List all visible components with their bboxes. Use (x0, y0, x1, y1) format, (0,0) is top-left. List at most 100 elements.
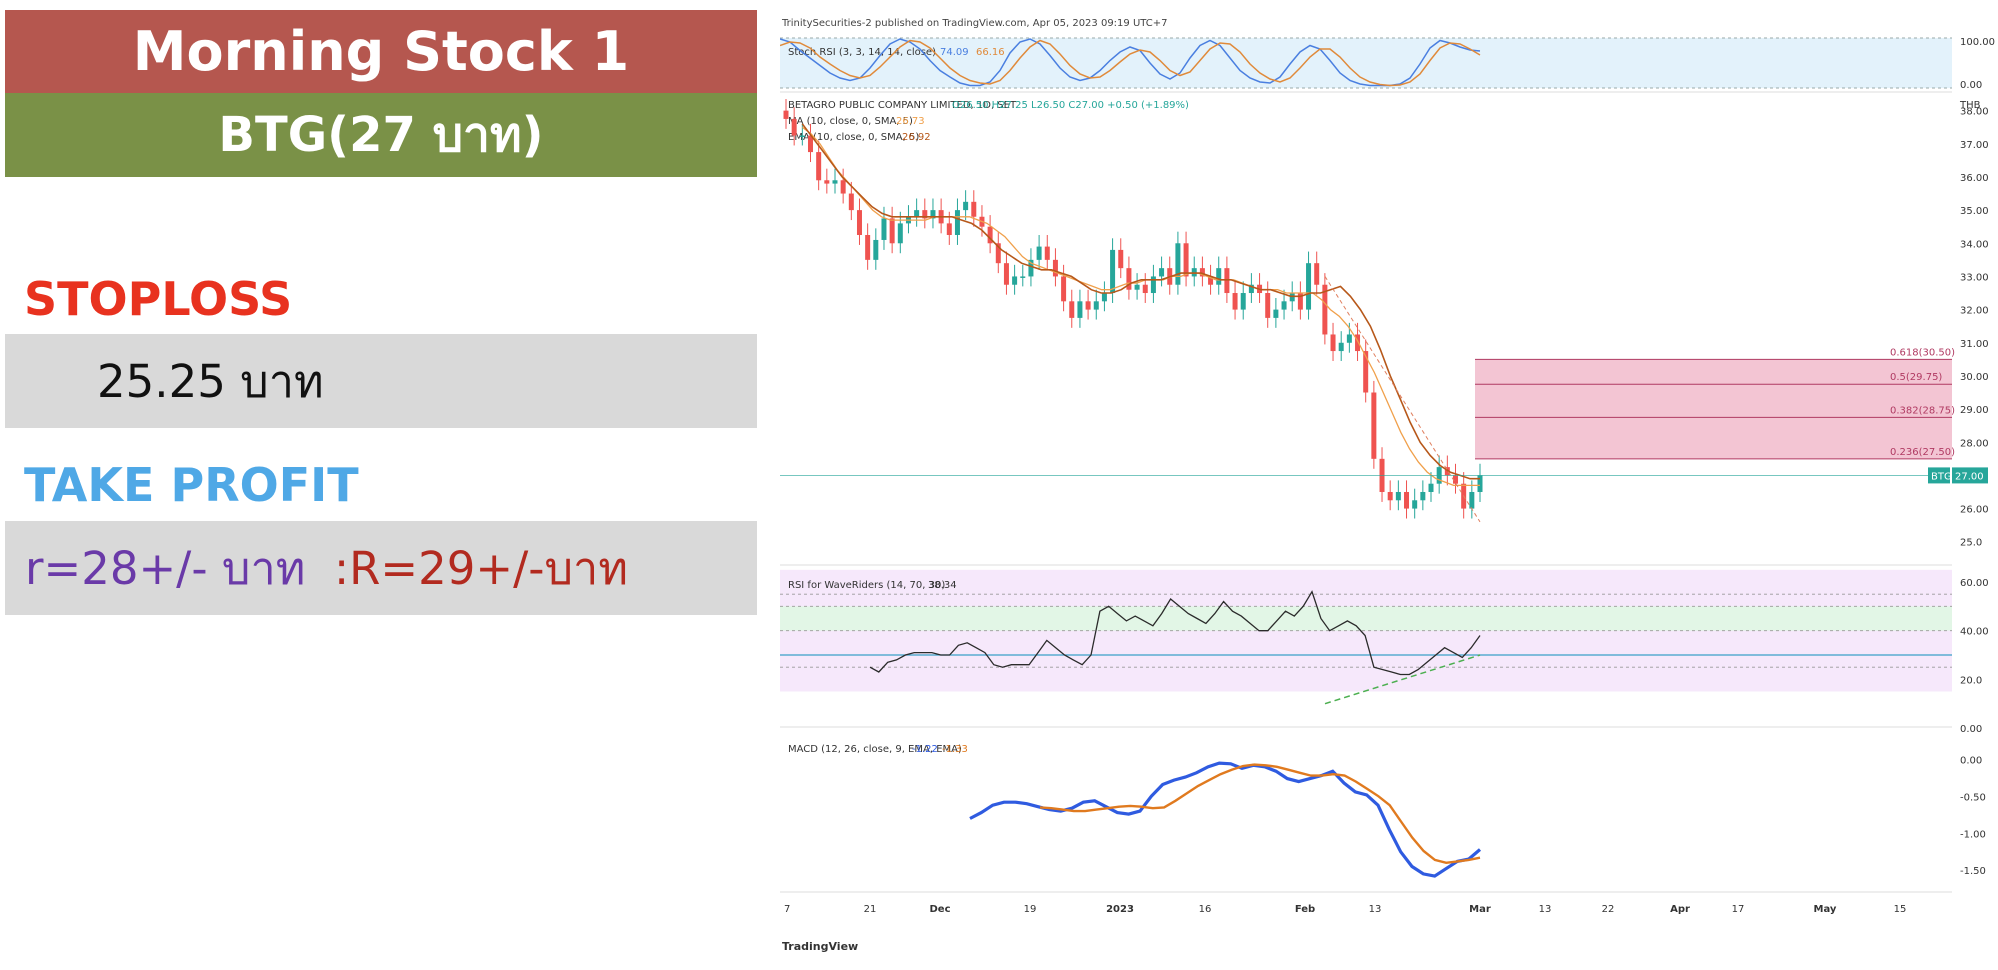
candle-body-4 (816, 152, 822, 181)
candle-body-71 (1363, 351, 1369, 393)
candle-body-31 (1036, 246, 1042, 260)
candle-body-8 (848, 193, 854, 211)
candle-body-57 (1248, 284, 1254, 294)
stoch-k-value: 74.09 (940, 47, 969, 58)
candle-body-67 (1330, 334, 1336, 352)
candle-body-32 (1044, 246, 1050, 260)
symbol-banner: BTG(27 บาท) (5, 93, 757, 177)
x-tick-12: 17 (1732, 904, 1745, 915)
macd-line (969, 761, 1482, 878)
price-tick-5: 33.00 (1960, 272, 1989, 283)
x-tick-13: May (1814, 904, 1837, 915)
candle-body-49 (1183, 243, 1189, 277)
candle-body-6 (832, 180, 838, 184)
rsi-guide-lines (780, 593, 1952, 668)
candle-body-51 (1199, 268, 1205, 277)
take-profit-major: :R=29+/-บาท (333, 542, 628, 595)
candle-body-25 (987, 226, 993, 244)
fib-label-1: 0.5(29.75) (1890, 372, 1942, 383)
signal-line (1039, 763, 1481, 865)
candle-body-60 (1273, 309, 1279, 318)
candle-body-43 (1134, 284, 1140, 290)
price-tick-13: 25.0 (1960, 538, 1982, 549)
macd-axis: 0.00 -0.50 -1.00 -1.50 (1960, 755, 1986, 877)
candle-body-26 (995, 243, 1001, 264)
last-price-box (1952, 467, 1988, 484)
ema-line (801, 123, 1480, 480)
last-price-text: 27.00 (1955, 471, 1984, 482)
x-tick-0: 7 (784, 904, 790, 915)
ma-label: MA (10, close, 0, SMA, 5) (788, 116, 913, 127)
price-panel: BETAGRO PUBLIC COMPANY LIMITED, 1D, SET … (780, 99, 1989, 566)
candle-body-42 (1126, 268, 1132, 290)
stoch-k-line (780, 38, 1481, 87)
macd-panel: MACD (12, 26, close, 9, EMA, EMA) -1.22 … (788, 744, 1986, 878)
candle-body-33 (1052, 259, 1058, 277)
price-tick-6: 32.00 (1960, 306, 1989, 317)
x-tick-10: 22 (1602, 904, 1615, 915)
x-tick-5: 16 (1199, 904, 1212, 915)
take-profit-box: r=28+/- บาท :R=29+/-บาท (5, 521, 757, 615)
candle-body-39 (1101, 293, 1107, 302)
price-tick-2: 36.00 (1960, 173, 1989, 184)
stoploss-value: 25.25 บาท (97, 355, 324, 408)
fib-label-3: 0.236(27.50) (1890, 447, 1955, 458)
price-tick-8: 30.00 (1960, 372, 1989, 383)
macd-tick-0: 0.00 (1960, 755, 1982, 766)
fib-label-0: 0.618(30.50) (1890, 347, 1955, 358)
rsi-tick-1: 40.00 (1960, 627, 1989, 638)
rsi-line (869, 590, 1481, 676)
candle-body-62 (1289, 293, 1295, 302)
last-price-tag-text: BTG (1931, 471, 1952, 482)
candle-body-50 (1191, 268, 1197, 277)
candle-body-17 (922, 210, 928, 219)
price-tick-9: 29.00 (1960, 405, 1989, 416)
chart-header-text: TrinitySecurities-2 published on Trading… (781, 18, 1168, 29)
ema-label: EMA (10, close, 0, SMA, 5) (788, 132, 919, 143)
rsi-tick-2: 20.0 (1960, 675, 1982, 686)
tradingview-logo: TradingView (782, 940, 858, 953)
candle-body-53 (1216, 268, 1222, 285)
candle-body-28 (1012, 276, 1018, 285)
currency-label: THB (1959, 100, 1981, 111)
stoch-tick-top: 100.00 (1960, 37, 1995, 48)
stoch-panel: Stoch RSI (3, 3, 14, 14, close) 74.09 66… (780, 37, 1995, 93)
candle-body-18 (930, 210, 936, 219)
macd-tick-3: -1.50 (1960, 866, 1986, 877)
candle-body-45 (1150, 276, 1156, 294)
stoploss-heading: STOPLOSS (24, 272, 293, 326)
price-tick-12: 26.00 (1960, 505, 1989, 516)
take-profit-line: r=28+/- บาท :R=29+/-บาท (25, 532, 628, 604)
candle-body-5 (824, 180, 830, 184)
candle-body-70 (1355, 334, 1361, 352)
candle-body-46 (1159, 268, 1165, 277)
candle-body-52 (1208, 276, 1214, 285)
candle-body-48 (1175, 243, 1181, 285)
candle-body-76 (1404, 491, 1410, 509)
rsi-label: RSI for WaveRiders (14, 70, 30) (788, 580, 945, 591)
candle-body-55 (1232, 293, 1238, 310)
price-tick-10: 28.00 (1960, 438, 1989, 449)
candle-body-68 (1338, 342, 1344, 352)
candle-body-21 (954, 210, 960, 235)
candle-body-22 (963, 201, 969, 211)
fib-zone (1475, 359, 1952, 459)
candle-body-69 (1346, 334, 1352, 343)
take-profit-minor: r=28+/- บาท (25, 542, 306, 595)
stoch-label: Stoch RSI (3, 3, 14, 14, close) (788, 47, 936, 58)
candle-body-3 (807, 135, 813, 153)
candle-body-82 (1453, 475, 1459, 484)
candle-body-63 (1297, 293, 1303, 310)
candle-body-37 (1085, 301, 1091, 310)
stoch-d-value: 66.16 (976, 47, 1005, 58)
candle-body-41 (1118, 249, 1124, 269)
candle-body-16 (914, 210, 920, 217)
take-profit-heading: TAKE PROFIT (24, 458, 359, 512)
x-tick-14: 15 (1894, 904, 1907, 915)
rsi-divergence-line (1324, 654, 1481, 705)
ma-value: 26.73 (896, 116, 925, 127)
stoch-tick-bottom: 0.00 (1960, 80, 1982, 91)
candle-body-85 (1477, 475, 1483, 492)
candle-body-27 (1003, 263, 1009, 285)
candle-body-34 (1061, 276, 1067, 302)
